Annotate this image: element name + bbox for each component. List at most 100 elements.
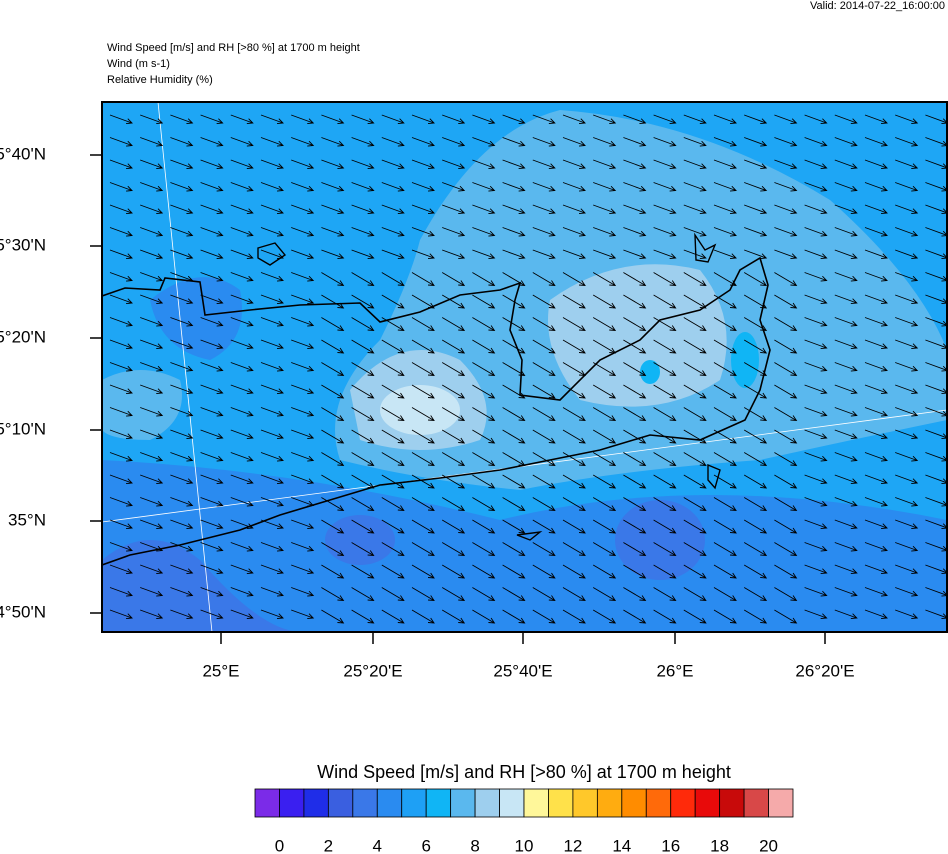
wind-arrow [109, 407, 133, 417]
wind-arrow [743, 542, 768, 557]
wind-arrow [774, 204, 798, 215]
wind-arrow [260, 249, 284, 260]
wind-arrow [230, 542, 254, 552]
wind-arrow [230, 497, 254, 507]
wind-arrow [653, 339, 677, 354]
wind-arrow [291, 542, 315, 552]
wind-arrow [321, 204, 345, 215]
wind-arrow [321, 249, 345, 260]
colorbar-box [670, 788, 696, 818]
wind-arrow [411, 362, 435, 377]
wind-arrow [502, 587, 526, 602]
wind-arrow [774, 317, 798, 332]
wind-arrow [381, 407, 405, 422]
wind-arrow [713, 137, 737, 147]
colorbar-box [694, 788, 721, 818]
wind-arrow [774, 114, 798, 125]
wind-arrow [562, 497, 586, 512]
wind-arrow [140, 384, 164, 395]
wind-arrow [381, 452, 405, 467]
wind-arrow [713, 114, 737, 125]
wind-arrow [321, 564, 345, 579]
colorbar-box [425, 788, 452, 818]
wind-arrow [140, 339, 164, 350]
wind-arrow [170, 182, 194, 192]
wind-arrow [925, 227, 947, 237]
wind-arrow [653, 114, 677, 125]
wind-arrow [321, 519, 345, 534]
wind-arrow [472, 159, 496, 170]
wind-arrow [502, 362, 526, 377]
wind-arrow [834, 452, 858, 462]
wind-arrow [925, 249, 947, 260]
wind-arrow [200, 452, 224, 462]
wind-arrow [200, 182, 224, 192]
wind-arrow [592, 272, 617, 287]
wind-arrow [381, 114, 405, 125]
wind-arrow [502, 114, 526, 125]
wind-arrow [653, 272, 677, 287]
wind-arrow [170, 227, 194, 237]
wind-arrow [381, 519, 405, 534]
colorbar-box [279, 788, 305, 818]
colorbar-box [572, 788, 598, 818]
wind-arrow [895, 137, 919, 147]
colorbar-box [327, 788, 354, 818]
wind-arrow [653, 542, 677, 557]
wind-arrow [562, 519, 586, 534]
wind-arrow [592, 362, 617, 377]
wind-arrow [200, 227, 224, 237]
wind-arrow [140, 272, 164, 282]
wind-arrow [713, 474, 737, 489]
wind-arrow [804, 542, 828, 552]
wind-arrow [291, 497, 315, 507]
wind-arrow [925, 519, 947, 530]
wind-arrow [411, 204, 435, 215]
wind-arrow [170, 542, 194, 552]
wind-arrow [925, 497, 947, 507]
wind-arrow [351, 339, 375, 354]
wind-arrow [321, 317, 345, 332]
wind-arrow [562, 137, 586, 147]
wind-arrow [683, 182, 707, 192]
wind-arrow [200, 249, 224, 260]
wind-arrow [532, 227, 556, 237]
wind-arrow [170, 587, 194, 597]
wind-arrow [774, 159, 798, 170]
wind-arrow [562, 384, 586, 399]
wind-arrow [683, 407, 707, 422]
wind-arrow [140, 294, 164, 305]
wind-arrow [291, 294, 315, 305]
wind-arrow [472, 519, 496, 534]
wind-arrow [683, 519, 707, 534]
field-dark [102, 460, 947, 632]
wind-arrow [441, 272, 466, 287]
header-line: Wind (m s-1) [107, 58, 170, 70]
field-dark [150, 277, 242, 360]
wind-arrow [200, 542, 224, 552]
wind-arrow [592, 384, 617, 399]
wind-arrow [230, 429, 254, 440]
wind-arrow [592, 474, 617, 489]
wind-arrow [804, 407, 828, 417]
wind-arrow [532, 114, 556, 125]
wind-arrow [683, 474, 707, 489]
lon-label: 26°20'E [795, 661, 854, 680]
wind-arrow [502, 137, 526, 147]
colorbar-box [523, 788, 549, 818]
wind-arrow [774, 227, 798, 237]
wind-arrow [441, 384, 466, 399]
wind-arrow [804, 587, 828, 597]
wind-arrow [200, 587, 224, 597]
wind-arrow [864, 137, 888, 147]
wind-arrow [834, 497, 858, 507]
wind-arrow [774, 362, 798, 377]
wind-arrow [623, 384, 647, 399]
lat-label: 35°10'N [0, 419, 46, 438]
wind-arrow [804, 227, 828, 237]
wind-arrow [230, 407, 254, 417]
wind-arrow [744, 114, 768, 125]
wind-arrow [834, 227, 858, 237]
wind-arrow [502, 407, 526, 422]
wind-arrow [864, 182, 888, 192]
